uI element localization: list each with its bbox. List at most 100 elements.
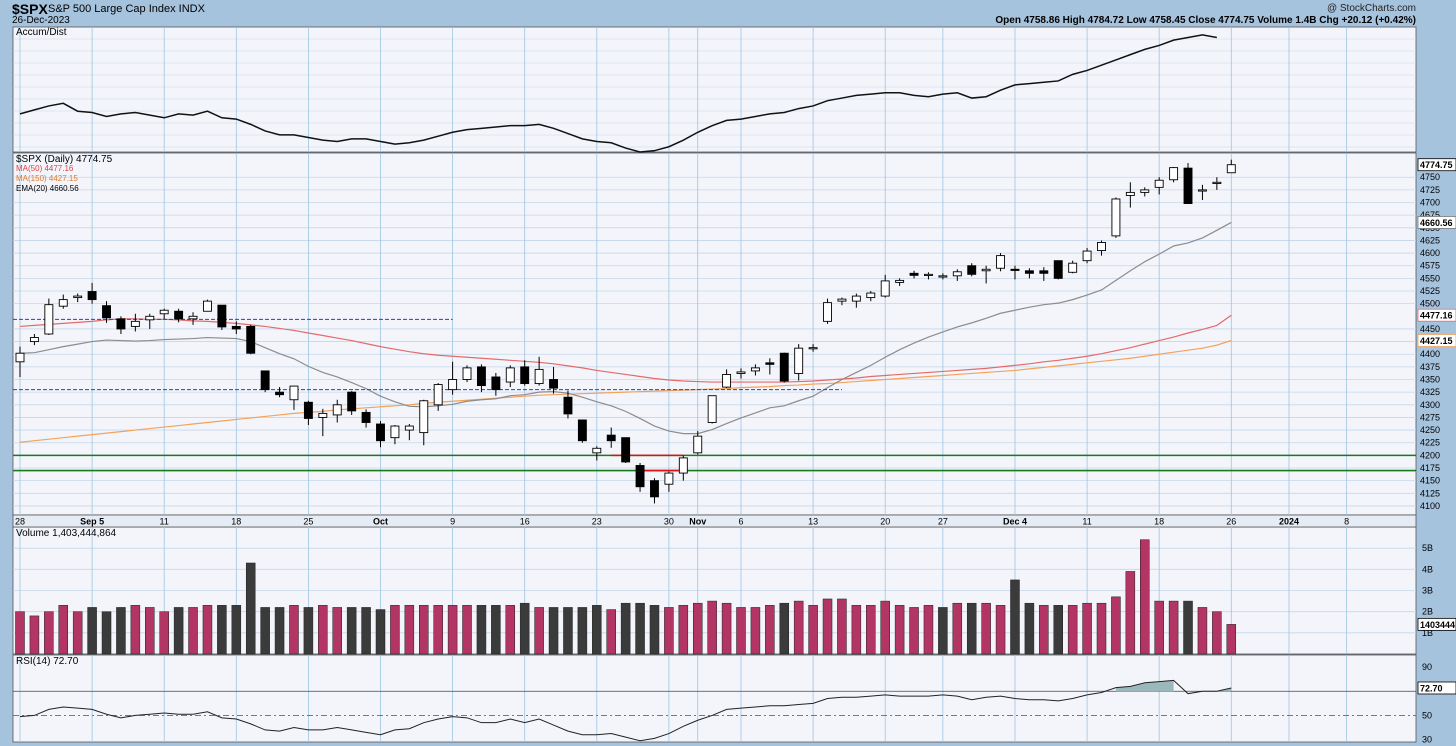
candle-body [707, 395, 717, 423]
candle-body [895, 279, 905, 283]
candle [29, 334, 39, 346]
candle [505, 365, 515, 388]
candle [1010, 265, 1020, 280]
volume-bar [1082, 602, 1092, 655]
volume-bar [1067, 605, 1078, 655]
volume-bar [692, 602, 703, 655]
candle-body [722, 374, 732, 388]
index-name: S&P 500 Large Cap Index INDX [48, 3, 205, 15]
volume-bar [1140, 539, 1150, 655]
candle-body [174, 310, 184, 320]
candle-body [851, 295, 861, 302]
candle-body [779, 352, 789, 382]
candle-body [1039, 270, 1049, 274]
candle [15, 346, 25, 377]
volume-tick-label: 4B [1422, 564, 1433, 574]
candle [794, 344, 804, 381]
candle [909, 270, 919, 279]
ma150-legend: MA(150) 4427.15 [16, 174, 78, 183]
candle [433, 383, 443, 411]
volume-bar [563, 607, 573, 655]
volume-bar [58, 605, 69, 655]
price-tick-label: 4225 [1420, 438, 1440, 448]
candle [1226, 159, 1236, 174]
candle-body [390, 425, 400, 439]
date-label: 16 [520, 517, 530, 527]
candle [174, 308, 184, 323]
candle-body [1226, 164, 1236, 174]
accum-dist-title: Accum/Dist [16, 27, 67, 38]
date-label: 11 [160, 517, 169, 527]
candle [866, 291, 876, 302]
candle-body [404, 425, 414, 431]
date-label: 8 [1344, 517, 1349, 527]
candle [145, 313, 155, 329]
volume-bar [577, 607, 588, 655]
rsi-line [19, 679, 1232, 742]
candle [58, 294, 68, 309]
volume-bar [476, 605, 487, 655]
candle-body [347, 391, 357, 412]
candle [1197, 184, 1207, 200]
candle-body [1010, 268, 1020, 271]
date-label: 2024 [1279, 517, 1299, 527]
ema20-flag-box [1417, 216, 1456, 229]
candle [808, 344, 818, 352]
candle [1183, 163, 1193, 205]
ema20-flag: 4660.56 [1420, 218, 1453, 228]
candle [1068, 260, 1078, 274]
candle-body [318, 412, 328, 418]
candle-body [1111, 198, 1121, 237]
volume-bar [519, 602, 530, 655]
volume-bar [793, 600, 804, 655]
volume-bar [894, 605, 905, 655]
candle-body [1024, 270, 1034, 274]
ma50-flag: 4477.16 [1420, 311, 1453, 321]
candle-body [376, 423, 385, 442]
volume-bar [736, 607, 746, 655]
candle [1053, 260, 1063, 280]
date-label: 18 [1154, 517, 1164, 527]
candle [851, 293, 861, 308]
volume-bar [1125, 571, 1136, 655]
volume-bar [361, 607, 371, 655]
candle-body [130, 320, 140, 327]
ma150-line [19, 339, 1232, 443]
volume-bar [822, 598, 833, 655]
price-tick-label: 4500 [1420, 299, 1440, 309]
symbol: $SPX [12, 1, 48, 17]
candle [895, 278, 905, 286]
price-tick-label: 4125 [1420, 488, 1440, 498]
date-label: Oct [373, 517, 388, 527]
candle [635, 462, 645, 492]
candle-body [448, 379, 458, 391]
candle [303, 400, 313, 426]
price-tick-label: 4725 [1420, 185, 1440, 195]
volume-bar [995, 605, 1006, 655]
candle [549, 366, 558, 394]
candle [707, 395, 717, 424]
candle [952, 269, 962, 281]
volume-bar [1197, 607, 1208, 655]
candle-body [520, 366, 530, 385]
price-tick-label: 4450 [1420, 324, 1440, 334]
candle-body [837, 298, 847, 302]
date-axis-strip [12, 514, 1417, 528]
candle [664, 471, 674, 492]
price-tick-label: 4750 [1420, 172, 1440, 182]
volume-bar [231, 605, 242, 655]
candle [130, 313, 140, 332]
candle [491, 372, 501, 396]
candle [390, 425, 400, 445]
candle-body [476, 366, 486, 387]
price-tick-label: 4325 [1420, 387, 1440, 397]
candle [736, 368, 746, 379]
candle [1097, 240, 1106, 256]
candle [1082, 248, 1092, 264]
candle [534, 356, 544, 386]
volume-bar [678, 605, 689, 655]
candle-body [289, 385, 299, 401]
candle [476, 364, 486, 393]
volume-flag: 1403444 [1420, 620, 1455, 630]
rsi-title: RSI(14) 72.70 [16, 656, 79, 667]
